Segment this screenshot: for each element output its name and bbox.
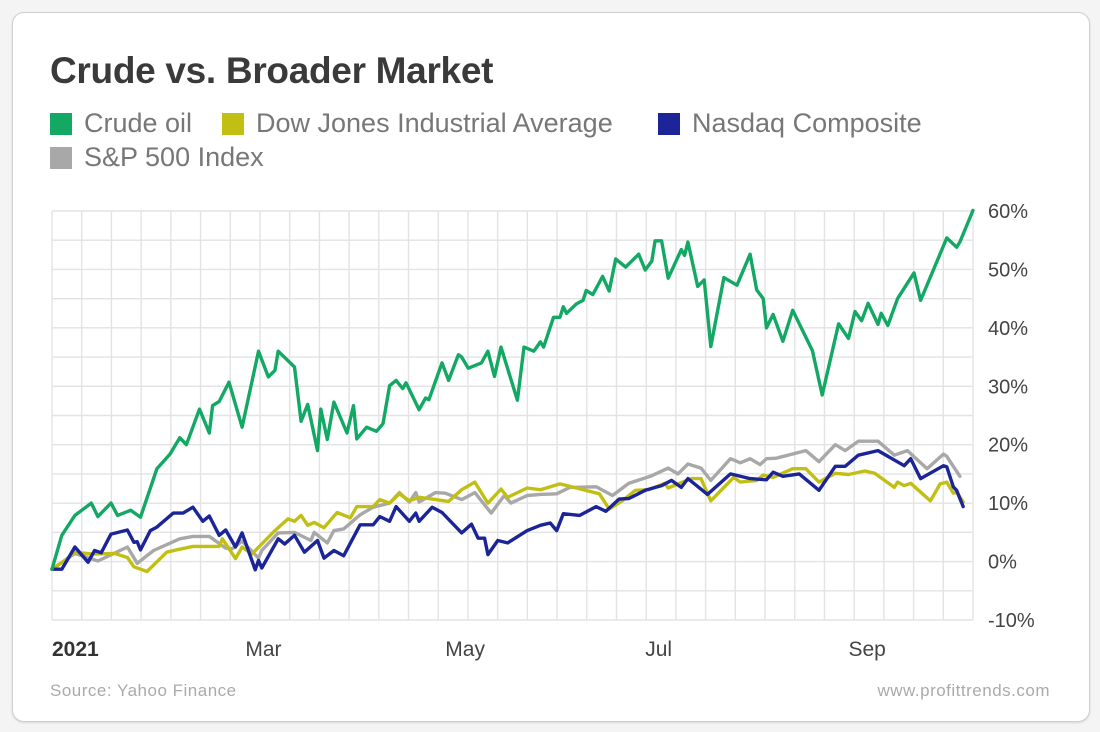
legend-label: Dow Jones Industrial Average [256, 108, 613, 138]
x-tick-label: Jul [645, 638, 672, 661]
grid [51, 210, 974, 621]
legend-swatch-nasdaq [658, 112, 680, 135]
source-note: Source: Yahoo Finance [50, 681, 237, 700]
series-line-nasdaq-composite [50, 448, 965, 572]
series-line-dow-jones-industrial-average [50, 467, 965, 574]
legend-item-dow-jones: Dow Jones Industrial Average [222, 108, 613, 139]
y-tick-label: 10% [988, 493, 1028, 515]
legend-label: S&P 500 Index [84, 142, 264, 172]
x-tick-label: 2021 [52, 638, 99, 661]
legend-swatch-sp500 [50, 146, 72, 169]
series-lines [50, 208, 975, 574]
x-tick-label: Mar [245, 638, 281, 661]
website-credit: www.profittrends.com [877, 681, 1050, 700]
y-tick-label: 20% [988, 435, 1028, 457]
series-line-crude-oil [50, 208, 975, 571]
y-tick-label: -10% [988, 610, 1035, 632]
legend-item-crude-oil: Crude oil [50, 108, 192, 139]
legend-label: Nasdaq Composite [692, 108, 922, 138]
legend-swatch-dow-jones [222, 112, 244, 135]
y-tick-label: 60% [988, 201, 1028, 223]
y-tick-label: 50% [988, 259, 1028, 281]
legend-swatch-crude-oil [50, 112, 72, 135]
legend-label: Crude oil [84, 108, 193, 138]
legend-item-nasdaq: Nasdaq Composite [658, 108, 922, 139]
series-line-s-p-500-index [50, 439, 962, 571]
x-tick-label: Sep [848, 638, 885, 661]
y-axis: 60% 50% 40% 30% 20% 10% 0% -10% [988, 201, 1035, 632]
legend-item-sp500: S&P 500 Index [50, 142, 264, 173]
y-tick-label: 40% [988, 318, 1028, 340]
x-tick-label: May [445, 638, 485, 661]
y-tick-label: 30% [988, 376, 1028, 398]
x-axis: 2021 Mar May Jul Sep [52, 638, 886, 661]
chart-title: Crude vs. Broader Market [50, 50, 494, 91]
y-tick-label: 0% [988, 552, 1017, 574]
chart-card [12, 12, 1090, 722]
